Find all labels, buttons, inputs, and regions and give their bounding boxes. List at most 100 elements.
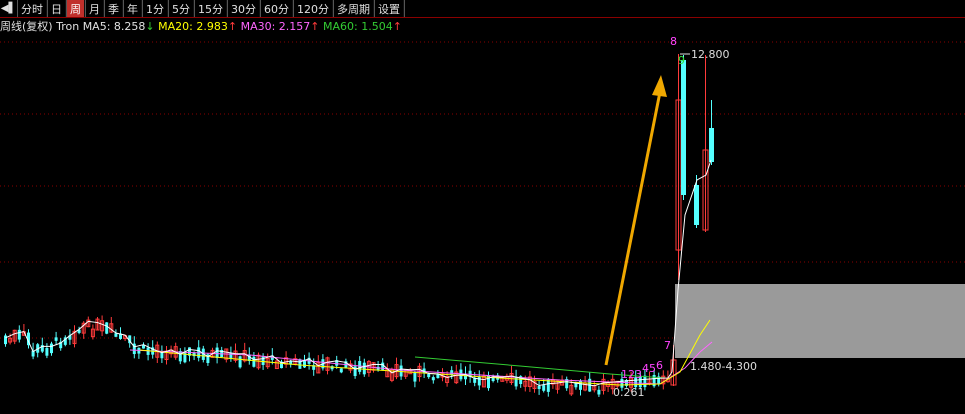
candle xyxy=(119,333,122,339)
period-label: 周线(复权) xyxy=(0,20,53,33)
candle xyxy=(325,357,330,371)
candle xyxy=(399,365,403,377)
candle xyxy=(546,379,550,392)
candle xyxy=(579,380,582,390)
candle xyxy=(620,378,624,388)
candle xyxy=(527,376,532,388)
candle xyxy=(487,375,490,389)
ma30-label: MA30: xyxy=(240,20,276,33)
candle xyxy=(436,373,440,379)
ma60-line xyxy=(414,356,666,379)
tab-12[interactable]: 多周期 xyxy=(333,0,374,17)
ma20-line xyxy=(139,319,711,386)
candle xyxy=(27,332,30,346)
trend-arrow-icon xyxy=(604,75,667,366)
candle xyxy=(339,368,343,373)
tab-10[interactable]: 60分 xyxy=(260,0,293,17)
tab-8[interactable]: 15分 xyxy=(194,0,227,17)
candle xyxy=(8,337,13,343)
candle xyxy=(431,377,435,381)
candle xyxy=(601,378,606,391)
candle xyxy=(661,375,666,385)
candle xyxy=(105,322,109,334)
candle xyxy=(81,322,86,334)
candle xyxy=(183,352,187,363)
back-arrow-icon[interactable]: ◀▌ xyxy=(0,3,17,14)
candle xyxy=(422,368,426,373)
candle xyxy=(362,362,366,375)
candle xyxy=(100,320,105,332)
ma60-arrow-icon: ↑ xyxy=(392,20,402,33)
candle xyxy=(95,318,100,331)
count-seq-123-label: 123 xyxy=(621,368,642,381)
ma5-arrow-icon: ↓ xyxy=(145,20,155,33)
candle xyxy=(413,372,417,382)
candle xyxy=(657,376,661,384)
candle xyxy=(17,329,21,340)
candle xyxy=(491,376,495,382)
candle xyxy=(450,370,454,375)
candle xyxy=(201,348,205,360)
tab-1[interactable]: 日 xyxy=(47,0,66,17)
candle xyxy=(303,359,306,368)
ma30-value: 2.157 xyxy=(278,20,311,33)
candle xyxy=(473,377,477,383)
count-8-label: 8 xyxy=(670,35,677,48)
tab-9[interactable]: 30分 xyxy=(227,0,260,17)
breakout-candle xyxy=(681,60,686,195)
tab-4[interactable]: 季 xyxy=(104,0,123,17)
tab-0[interactable]: 分时 xyxy=(17,0,47,17)
period-tabs: 分时日周月季年 1分 5分 15分 30分 60分 120分 多周期 设置 xyxy=(17,0,404,17)
candle xyxy=(652,374,656,387)
candle xyxy=(206,354,210,363)
candle xyxy=(142,344,145,349)
tab-11[interactable]: 120分 xyxy=(293,0,333,17)
tab-7[interactable]: 5分 xyxy=(168,0,194,17)
candle xyxy=(574,383,578,388)
candle xyxy=(229,352,233,359)
candle xyxy=(242,350,247,362)
candle xyxy=(569,384,574,395)
candle xyxy=(86,319,91,328)
candle xyxy=(468,370,472,377)
candle xyxy=(274,360,279,370)
breakout-candle xyxy=(694,185,699,225)
tab-13[interactable]: 设置 xyxy=(374,0,404,17)
tab-3[interactable]: 月 xyxy=(85,0,104,17)
candle xyxy=(464,373,467,380)
candle xyxy=(77,329,81,333)
tab-6[interactable]: 1分 xyxy=(142,0,168,17)
candle xyxy=(514,377,518,387)
candle xyxy=(335,360,339,366)
high-price-label: 12.800 xyxy=(691,48,730,61)
indicator-bar: 周线(复权) Tron MA5: 8.258 ↓ MA20: 2.983 ↑ M… xyxy=(0,20,402,34)
candle xyxy=(233,350,238,361)
ma60-value: 1.504 xyxy=(361,20,393,33)
ma20-label: MA20: xyxy=(158,20,193,33)
candle xyxy=(45,347,49,356)
candle xyxy=(298,359,302,369)
candle xyxy=(519,376,523,385)
toolbar-divider-line xyxy=(0,17,965,18)
range-label: 1.480-4.300 xyxy=(690,360,757,373)
tab-2[interactable]: 周 xyxy=(66,0,85,17)
candle xyxy=(215,347,219,358)
toolbar-divider xyxy=(404,0,405,17)
candle xyxy=(188,347,191,356)
ma30-arrow-icon: ↑ xyxy=(310,20,320,33)
candle xyxy=(132,343,136,355)
candle xyxy=(68,335,72,340)
candle xyxy=(454,371,459,384)
breakout-candle xyxy=(709,128,714,162)
tab-5[interactable]: 年 xyxy=(123,0,142,17)
breakout-candle xyxy=(702,149,709,231)
candle xyxy=(427,373,431,378)
candle xyxy=(63,337,67,345)
candle xyxy=(312,365,316,370)
candle xyxy=(532,381,537,390)
candle xyxy=(537,385,541,390)
candle xyxy=(330,366,334,370)
candle xyxy=(597,389,601,395)
candle xyxy=(252,356,256,367)
